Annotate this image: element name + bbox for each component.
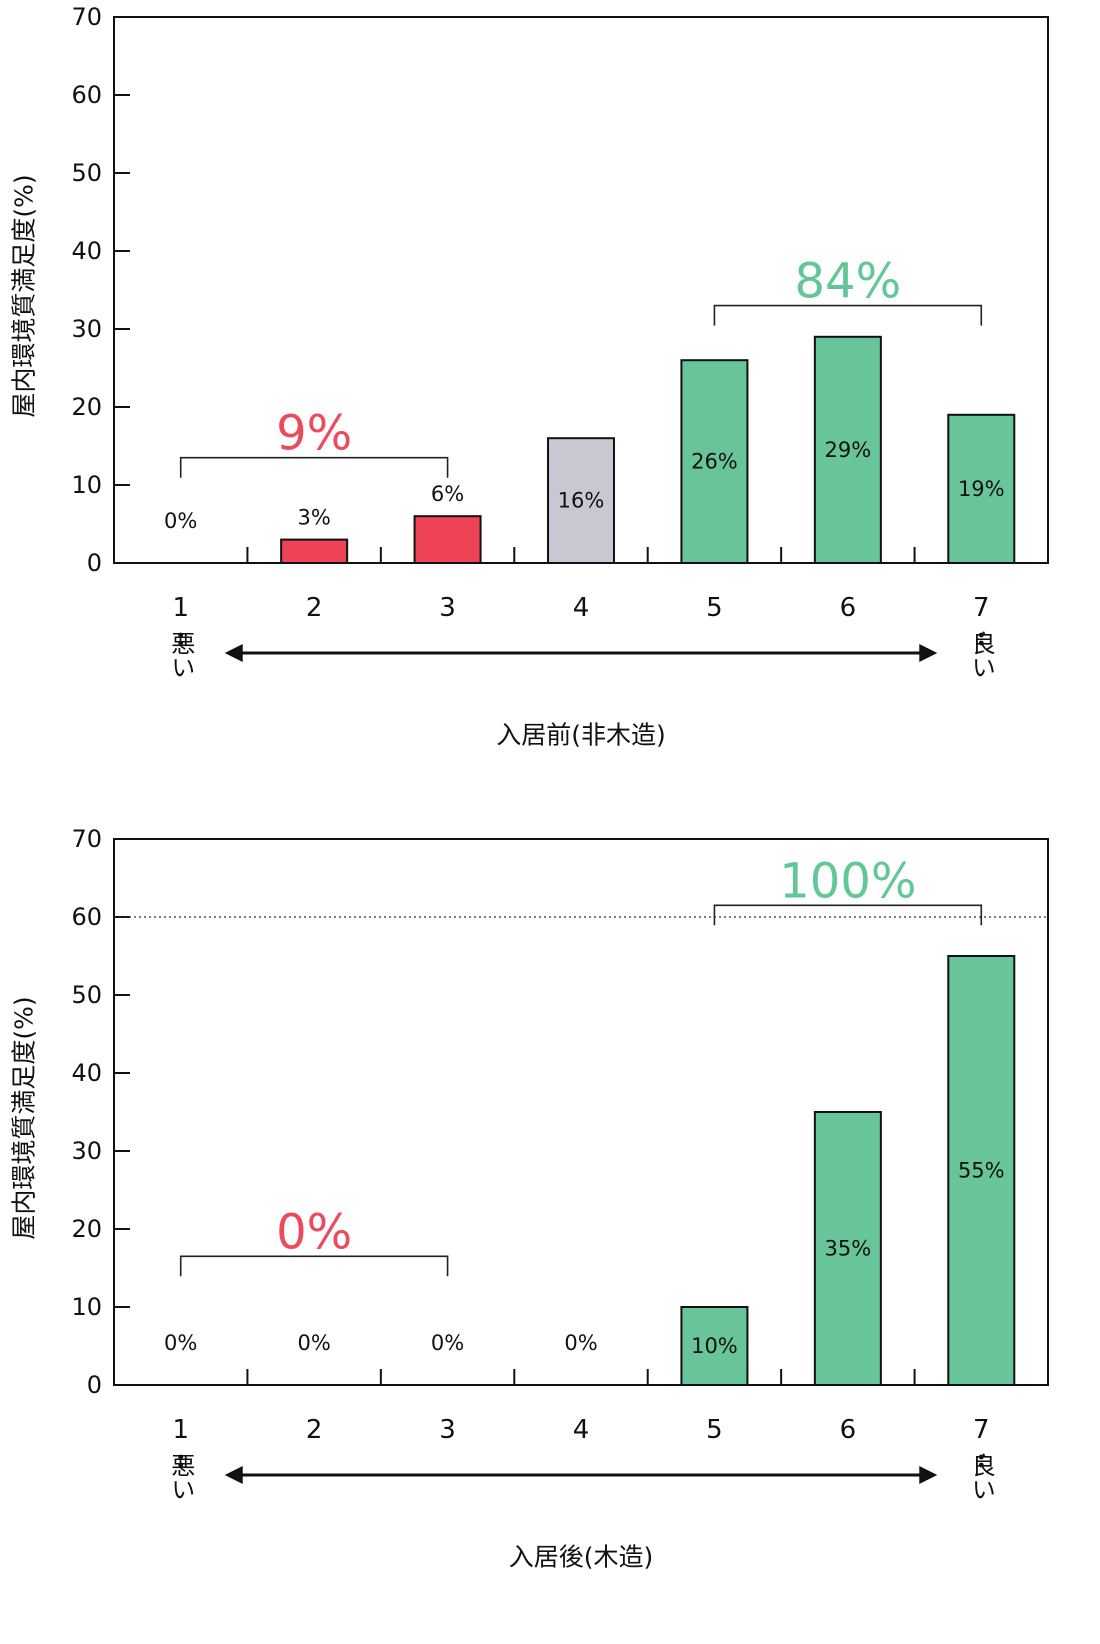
colon-dot (178, 1462, 184, 1468)
bar-value-label: 10% (691, 1334, 738, 1358)
y-tick-label: 50 (71, 981, 102, 1009)
bar-chart-1: 0 10 20 30 40 50 60 70 0% 3% 6% 16% 26% 29% 19% 9% 84% 1 2… (10, 3, 1049, 750)
bar-4 (547, 437, 615, 565)
bar-value-label: 35% (825, 1237, 872, 1261)
bar-value-label: 26% (691, 450, 738, 474)
bar-value-label: 3% (297, 506, 330, 530)
x-category-label: 6 (840, 593, 857, 623)
group-bracket (179, 456, 449, 478)
group-total-label: 100% (779, 853, 916, 909)
bar-6 (813, 1111, 882, 1386)
bar-value-label: 0% (164, 509, 197, 533)
y-tick-label: 60 (71, 903, 102, 931)
y-tick-label: 60 (71, 81, 102, 109)
colon-dot (978, 632, 984, 638)
bar-chart-2: 0 10 20 30 40 50 60 70 0% 0% 0% 0% 10% 35% 55% 0% 100% 1 2… (10, 825, 1049, 1572)
x-category-label: 5 (706, 1415, 723, 1445)
bar-value-label: 0% (297, 1331, 330, 1355)
colon-dot (178, 1454, 184, 1460)
bar-value-label: 19% (958, 477, 1005, 501)
x-category-label: 3 (439, 1415, 456, 1445)
plot-frame (113, 838, 1049, 1386)
scale-left-label: 悪い (167, 631, 195, 679)
bar-value-label: 55% (958, 1159, 1005, 1183)
bar-value-label: 0% (564, 1331, 597, 1355)
y-axis-title: 屋内環境質満足度(%) (10, 174, 39, 417)
bar-value-label: 16% (558, 489, 605, 513)
colon-dot (178, 632, 184, 638)
y-tick-label: 30 (71, 315, 102, 343)
colon-dot (178, 640, 184, 646)
y-tick-label: 50 (71, 159, 102, 187)
x-category-label: 4 (573, 1415, 590, 1445)
bar-5 (680, 1306, 749, 1386)
y-tick-label: 40 (71, 237, 102, 265)
scale-left-label: 悪い (167, 1453, 195, 1501)
y-tick-label: 0 (87, 549, 102, 577)
group-total-label: 84% (795, 254, 902, 310)
bar-5 (680, 359, 749, 565)
y-tick-label: 30 (71, 1137, 102, 1165)
group-total-label: 9% (276, 406, 352, 462)
group-total-label: 0% (276, 1204, 352, 1260)
x-category-label: 7 (973, 1415, 990, 1445)
x-category-label: 3 (439, 593, 456, 623)
scale-right-label: 良い (967, 1453, 995, 1501)
x-category-label: 1 (172, 1415, 189, 1445)
bar-value-label: 29% (825, 438, 872, 462)
x-axis-title: 入居前(非木造) (496, 721, 666, 750)
arrow-left-icon (224, 644, 243, 662)
x-category-label: 6 (840, 1415, 857, 1445)
group-bracket (179, 1255, 449, 1277)
group-bracket (713, 904, 983, 926)
colon-dot (978, 640, 984, 646)
bar-value-label: 6% (431, 482, 464, 506)
y-axis-title: 屋内環境質満足度(%) (10, 996, 39, 1239)
y-tick-label: 10 (71, 1293, 102, 1321)
y-tick-label: 10 (71, 471, 102, 499)
x-axis-title: 入居後(木造) (509, 1543, 654, 1572)
arrow-left-icon (224, 1466, 243, 1484)
colon-dot (978, 1454, 984, 1460)
y-tick-label: 70 (71, 3, 102, 31)
x-category-label: 5 (706, 593, 723, 623)
scale-right-label: 良い (967, 631, 995, 679)
y-tick-label: 70 (71, 825, 102, 853)
x-category-label: 4 (573, 593, 590, 623)
x-category-label: 7 (973, 593, 990, 623)
bar-3 (413, 515, 482, 565)
group-bracket (713, 304, 983, 326)
bar-2 (280, 538, 349, 564)
bar-6 (813, 335, 882, 564)
arrow-right-icon (919, 644, 938, 662)
x-category-label: 2 (306, 593, 323, 623)
arrow-right-icon (919, 1466, 938, 1484)
bar-7 (947, 413, 1016, 564)
bar-value-label: 0% (431, 1331, 464, 1355)
y-tick-label: 0 (87, 1371, 102, 1399)
x-category-label: 2 (306, 1415, 323, 1445)
x-category-label: 1 (172, 593, 189, 623)
y-tick-label: 20 (71, 1215, 102, 1243)
y-tick-label: 40 (71, 1059, 102, 1087)
colon-dot (978, 1462, 984, 1468)
bar-value-label: 0% (164, 1331, 197, 1355)
y-tick-label: 20 (71, 393, 102, 421)
bar-7 (947, 955, 1016, 1386)
